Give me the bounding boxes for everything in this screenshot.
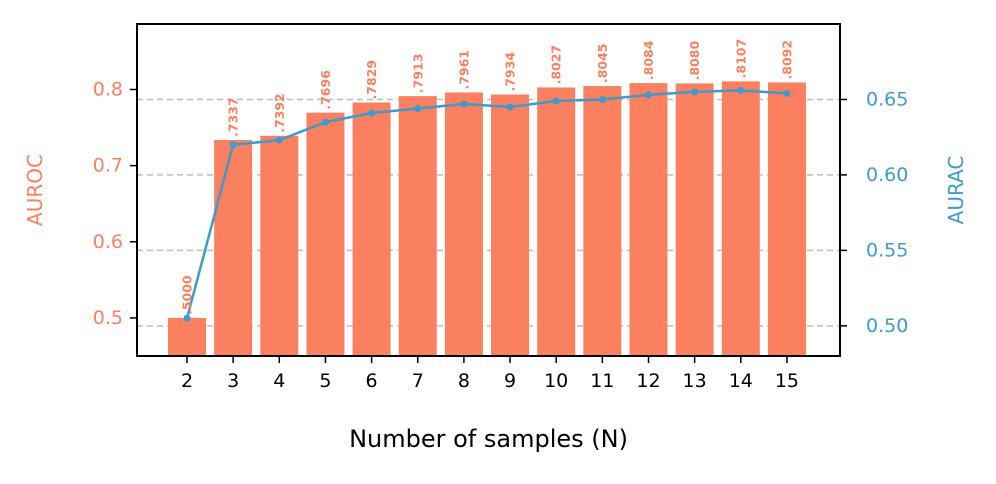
aurac-point [321, 118, 329, 126]
bar-value-label: .8027 [549, 45, 564, 85]
bar-value-label: .7961 [456, 50, 471, 90]
aurac-point [645, 91, 652, 99]
aurac-point [229, 141, 237, 149]
x-tick-label: 12 [636, 370, 660, 392]
bar-value-label: .8107 [733, 39, 748, 79]
left-y-tick-label: 0.7 [93, 155, 123, 177]
auroc-bar [721, 81, 760, 356]
x-axis-title: Number of samples (N) [349, 425, 628, 453]
bar-value-label: .8084 [641, 40, 656, 80]
aurac-point [460, 100, 468, 108]
x-tick-label: 15 [775, 370, 799, 392]
right-y-tick-label: 0.65 [866, 88, 908, 110]
aurac-line [183, 86, 791, 322]
bar-value-label: .8080 [687, 41, 702, 81]
auroc-bar [629, 83, 668, 356]
bar-value-label: .7913 [410, 54, 425, 94]
right-y-tick-label: 0.50 [866, 315, 908, 337]
x-tick-label: 11 [590, 370, 614, 392]
x-tick-label: 14 [729, 370, 753, 392]
x-tick-label: 10 [544, 370, 568, 392]
bar-value-label: .7829 [364, 60, 379, 100]
bar-value-label: .7934 [503, 52, 518, 92]
aurac-point [552, 97, 560, 105]
right-y-axis-title: AURAC [944, 156, 968, 225]
left-y-axis-title: AUROC [23, 154, 47, 226]
x-tick-label: 7 [412, 370, 424, 392]
x-tick-label: 5 [319, 370, 331, 392]
x-tick-label: 6 [366, 370, 378, 392]
aurac-point [783, 89, 791, 97]
left-y-tick-label: 0.6 [93, 231, 123, 253]
bar-value-label: .7696 [318, 70, 333, 110]
aurac-point [414, 105, 422, 113]
bar-value-label: .8045 [595, 44, 610, 84]
auroc-bar [491, 94, 530, 356]
bar-value-label: .7392 [272, 93, 287, 133]
aurac-point [368, 109, 376, 117]
auroc-bar [260, 135, 299, 356]
left-y-tick-label: 0.5 [93, 307, 123, 329]
x-axis-ticks: 2 3 4 5 6 7 8 9 10 11 12 13 14 15 [181, 356, 799, 392]
bar-value-label: .8092 [779, 40, 794, 80]
auroc-bar [583, 86, 622, 356]
right-y-tick-label: 0.60 [866, 164, 908, 186]
right-y-axis-ticks: 0.50 0.55 0.60 0.65 [840, 88, 908, 337]
auroc-bar [767, 82, 806, 356]
auroc-bar [214, 139, 253, 356]
x-tick-label: 9 [504, 370, 516, 392]
auroc-bar [537, 87, 576, 357]
x-tick-label: 4 [273, 370, 285, 392]
auroc-bars [168, 81, 806, 357]
x-tick-label: 13 [683, 370, 707, 392]
auroc-bar [675, 83, 714, 356]
aurac-point [737, 86, 745, 94]
plot-frame [136, 23, 841, 357]
auroc-bar [306, 112, 345, 357]
auroc-bar [352, 102, 391, 356]
auroc-bar [168, 317, 206, 356]
aurac-point [275, 136, 283, 144]
x-tick-label: 3 [227, 370, 239, 392]
aurac-point [598, 95, 606, 103]
bar-value-labels: .5000 .7337 .7392 .7696 .7829 .7913 .7961 .7934… [180, 39, 795, 315]
x-tick-label: 8 [458, 370, 470, 392]
left-y-axis-ticks: 0.5 0.6 0.7 0.8 [93, 78, 137, 329]
bar-value-label: .5000 [180, 275, 195, 315]
aurac-series-line [185, 89, 788, 319]
auroc-bar [398, 96, 437, 356]
x-tick-label: 2 [181, 370, 193, 392]
aurac-point [506, 103, 514, 111]
aurac-point [183, 314, 191, 322]
bar-value-label: .7337 [226, 97, 241, 137]
auroc-bar [444, 92, 483, 356]
right-y-tick-label: 0.55 [866, 239, 908, 261]
left-y-tick-label: 0.8 [93, 78, 123, 100]
aurac-point [691, 88, 699, 96]
